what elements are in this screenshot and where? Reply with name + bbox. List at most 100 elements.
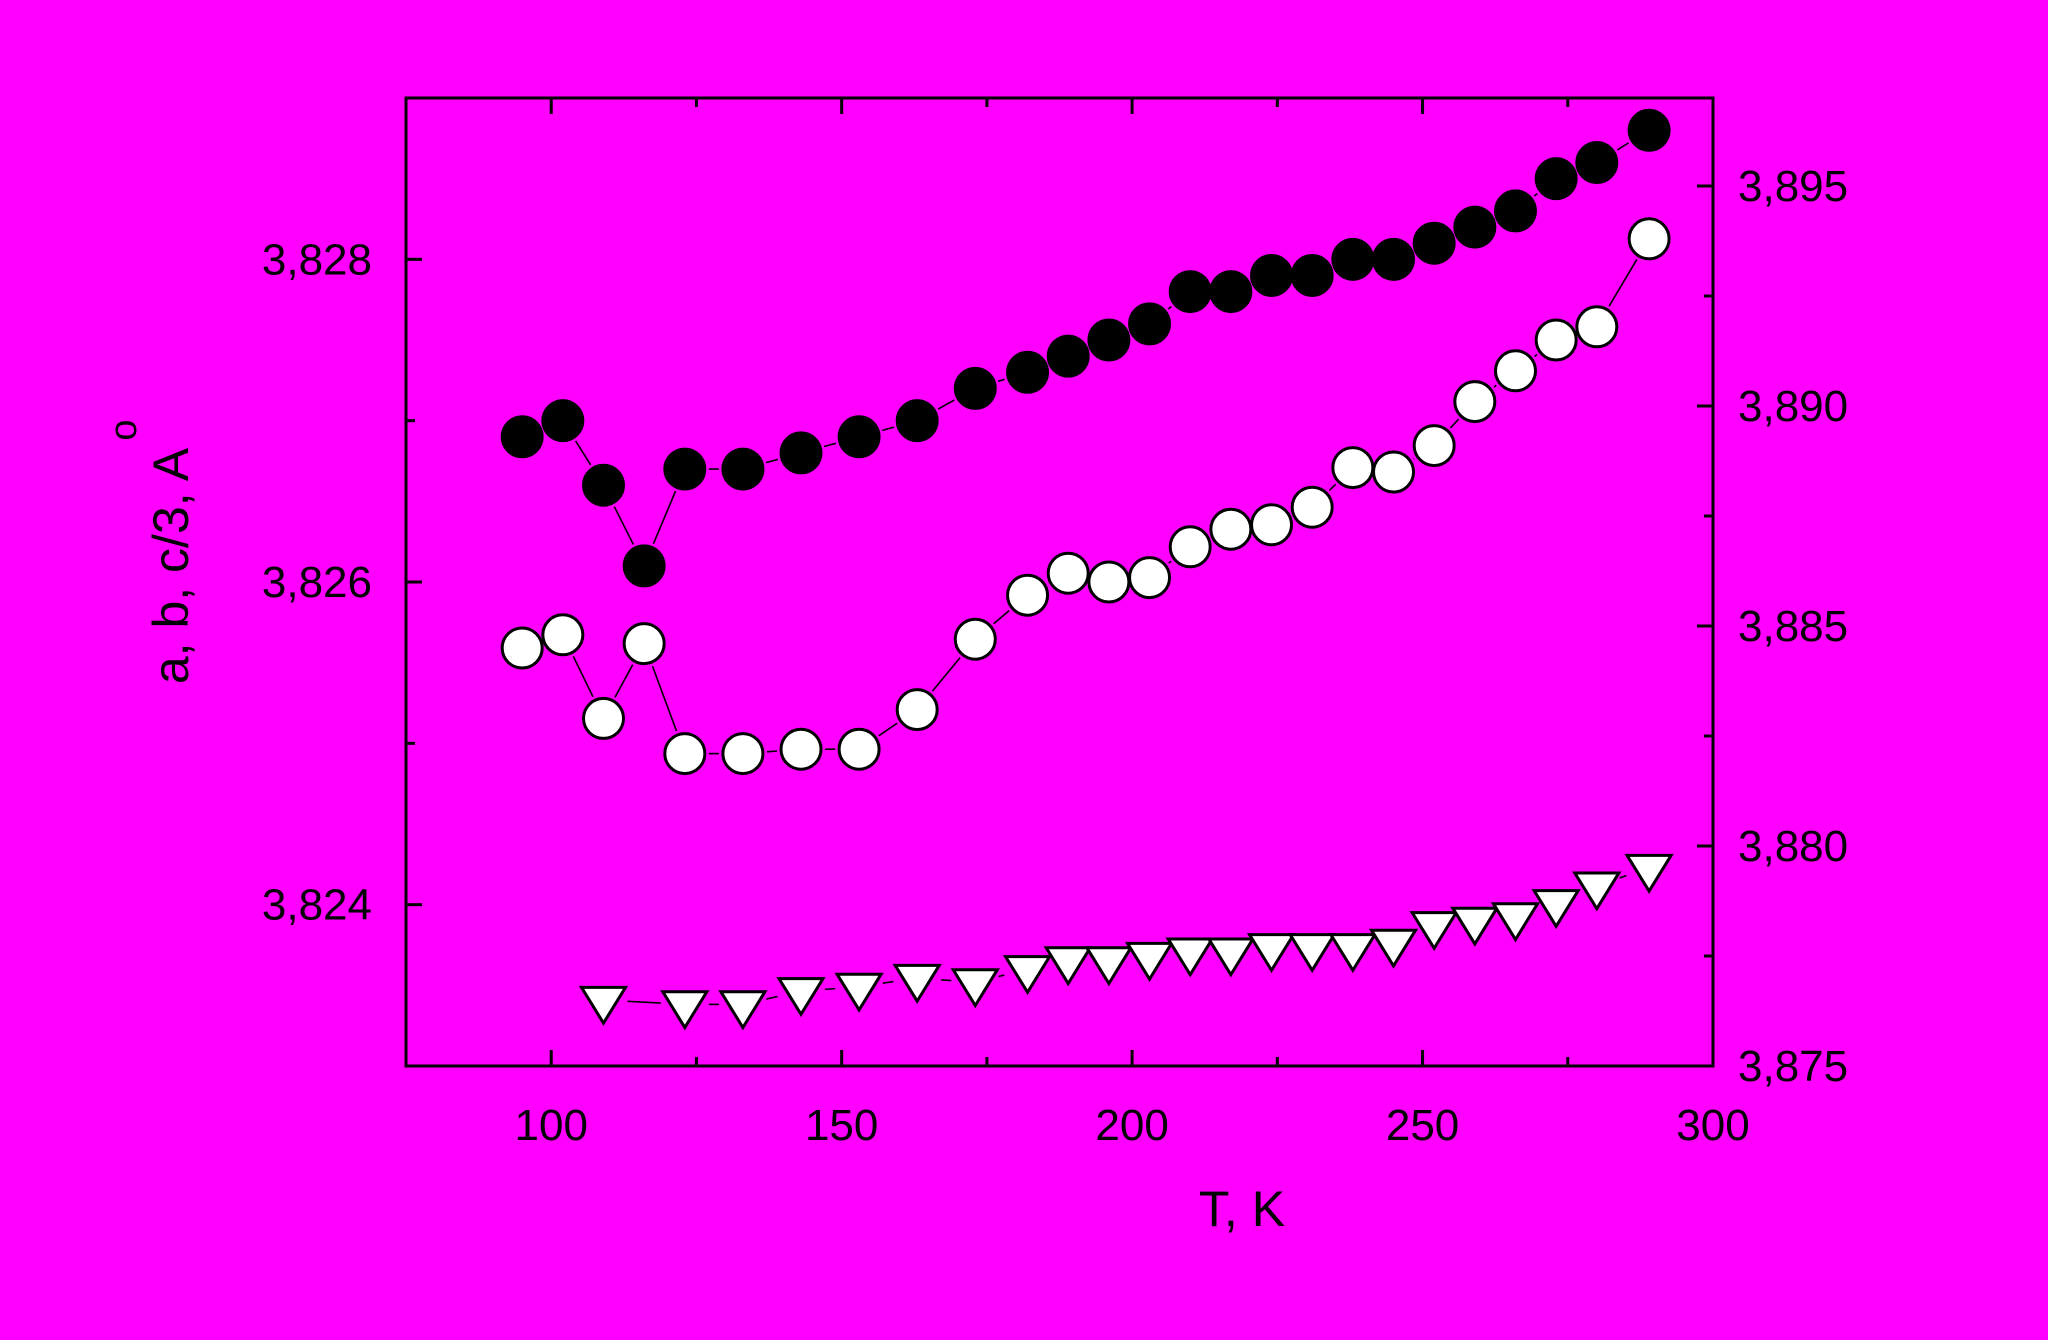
series-3-point [1124, 941, 1175, 982]
series-3-point [1409, 911, 1459, 952]
series-1-point [582, 463, 626, 507]
series-2-point [541, 613, 585, 657]
x-tick-label: 300 [1676, 1101, 1749, 1150]
series-3-point [1368, 928, 1419, 969]
series-2-segment [651, 665, 678, 732]
y-axis-title-group: a, b, c/3, A o [103, 419, 199, 684]
series-2-point [1575, 305, 1619, 349]
series-2-point [1453, 380, 1497, 424]
series-2-point [1250, 503, 1294, 547]
series-2-point [1006, 573, 1050, 617]
series-3-point [1043, 946, 1093, 987]
y-left-tick-label: 3,826 [262, 558, 372, 607]
series-2-point [837, 727, 881, 771]
series-2-segment [878, 722, 898, 737]
series-2-point [1412, 424, 1456, 468]
series-1-point [500, 415, 544, 459]
series-1-point [1168, 270, 1212, 314]
series-3-point [1490, 902, 1541, 943]
series-2-point [1209, 507, 1253, 551]
series-3-segment [998, 974, 1005, 978]
series-1-point [663, 447, 707, 491]
series-1-point [1046, 334, 1090, 378]
series-1-point [1128, 302, 1172, 346]
series-1-segment [1616, 142, 1630, 151]
series-2-point [500, 626, 544, 670]
series-1-point [721, 447, 765, 491]
series-1-point [1534, 157, 1578, 201]
series-3-point [1287, 933, 1337, 974]
series-1-point [1250, 253, 1294, 297]
series-2-segment [614, 664, 634, 698]
y-axis-title: a, b, c/3, A [143, 447, 199, 684]
series-2-point [1046, 551, 1090, 595]
series-1-segment [937, 399, 955, 410]
series-2-point [779, 727, 823, 771]
series-2-point [1534, 318, 1578, 362]
series-2-segment [1328, 483, 1337, 492]
series-1-point [1087, 318, 1131, 362]
series-2-segment [931, 657, 961, 692]
series-2-segment [766, 750, 778, 753]
series-2-point [1493, 349, 1537, 393]
series-2-point [1087, 560, 1131, 604]
series-3-point [1206, 937, 1256, 978]
series-1-segment [1533, 192, 1538, 197]
y-right-tick-label: 3,890 [1738, 382, 1848, 431]
series-1-point [1412, 221, 1456, 265]
x-tick-label: 250 [1386, 1101, 1459, 1150]
series-1-point [779, 431, 823, 475]
y-left-tick-label: 3,828 [262, 235, 372, 284]
series-2-segment [1493, 384, 1497, 388]
series-2-point [1290, 485, 1334, 529]
x-axis-title: T, K [1199, 1181, 1285, 1237]
series-3-point [1531, 889, 1581, 930]
axis-ticks [404, 96, 1715, 1068]
x-tick-label: 200 [1095, 1101, 1168, 1150]
series-3-point [660, 990, 710, 1031]
series-2-segment [1608, 259, 1638, 307]
series-3-point [834, 972, 884, 1013]
series-3-point [1084, 946, 1134, 987]
series-2-point [582, 696, 626, 740]
series-3-point [892, 963, 942, 1004]
series-1-point [1290, 253, 1334, 297]
series-1-point [953, 366, 997, 410]
series-2-point [953, 617, 997, 661]
series-1-segment [823, 442, 837, 448]
series-1-point [1331, 237, 1375, 281]
series-2-point [663, 732, 707, 776]
tick-labels: 100 150 200 250 300 3,824 3,826 3,828 3,875 3,880… [262, 162, 1848, 1150]
y-right-tick-label: 3,880 [1738, 822, 1848, 871]
series-2-point [1627, 217, 1671, 261]
series-2-point [1372, 450, 1416, 494]
series-1-point [1006, 350, 1050, 394]
series-2-point [1168, 525, 1212, 569]
y-left-tick-label: 3,824 [262, 881, 372, 930]
series-1-point [1372, 237, 1416, 281]
series-3-point [718, 990, 768, 1031]
series-1-segment [882, 426, 895, 432]
series-3-point [1572, 871, 1622, 912]
series-3-point [950, 968, 1000, 1009]
y-right-tick-label: 3,875 [1738, 1042, 1848, 1091]
series-1-point [837, 415, 881, 459]
series-3-segment [882, 980, 894, 984]
series-1-segment [765, 458, 779, 464]
y-right-tick-label: 3,895 [1738, 162, 1848, 211]
series-2-point [721, 732, 765, 776]
series-2-segment [1449, 418, 1460, 429]
series-3-point [776, 977, 826, 1018]
series-2-point [1128, 556, 1172, 600]
series-1-point [622, 544, 666, 588]
series-3-point [1328, 933, 1378, 974]
series-3-segment [824, 987, 836, 991]
x-tick-label: 150 [805, 1101, 878, 1150]
y-axis-angstrom-ring: o [103, 419, 145, 440]
series-3-point [1450, 906, 1500, 947]
series-1-point [1493, 189, 1537, 233]
series-2-point [895, 688, 939, 732]
series-2-point [622, 622, 666, 666]
x-tick-label: 100 [515, 1101, 588, 1150]
series-1-segment [652, 490, 677, 545]
